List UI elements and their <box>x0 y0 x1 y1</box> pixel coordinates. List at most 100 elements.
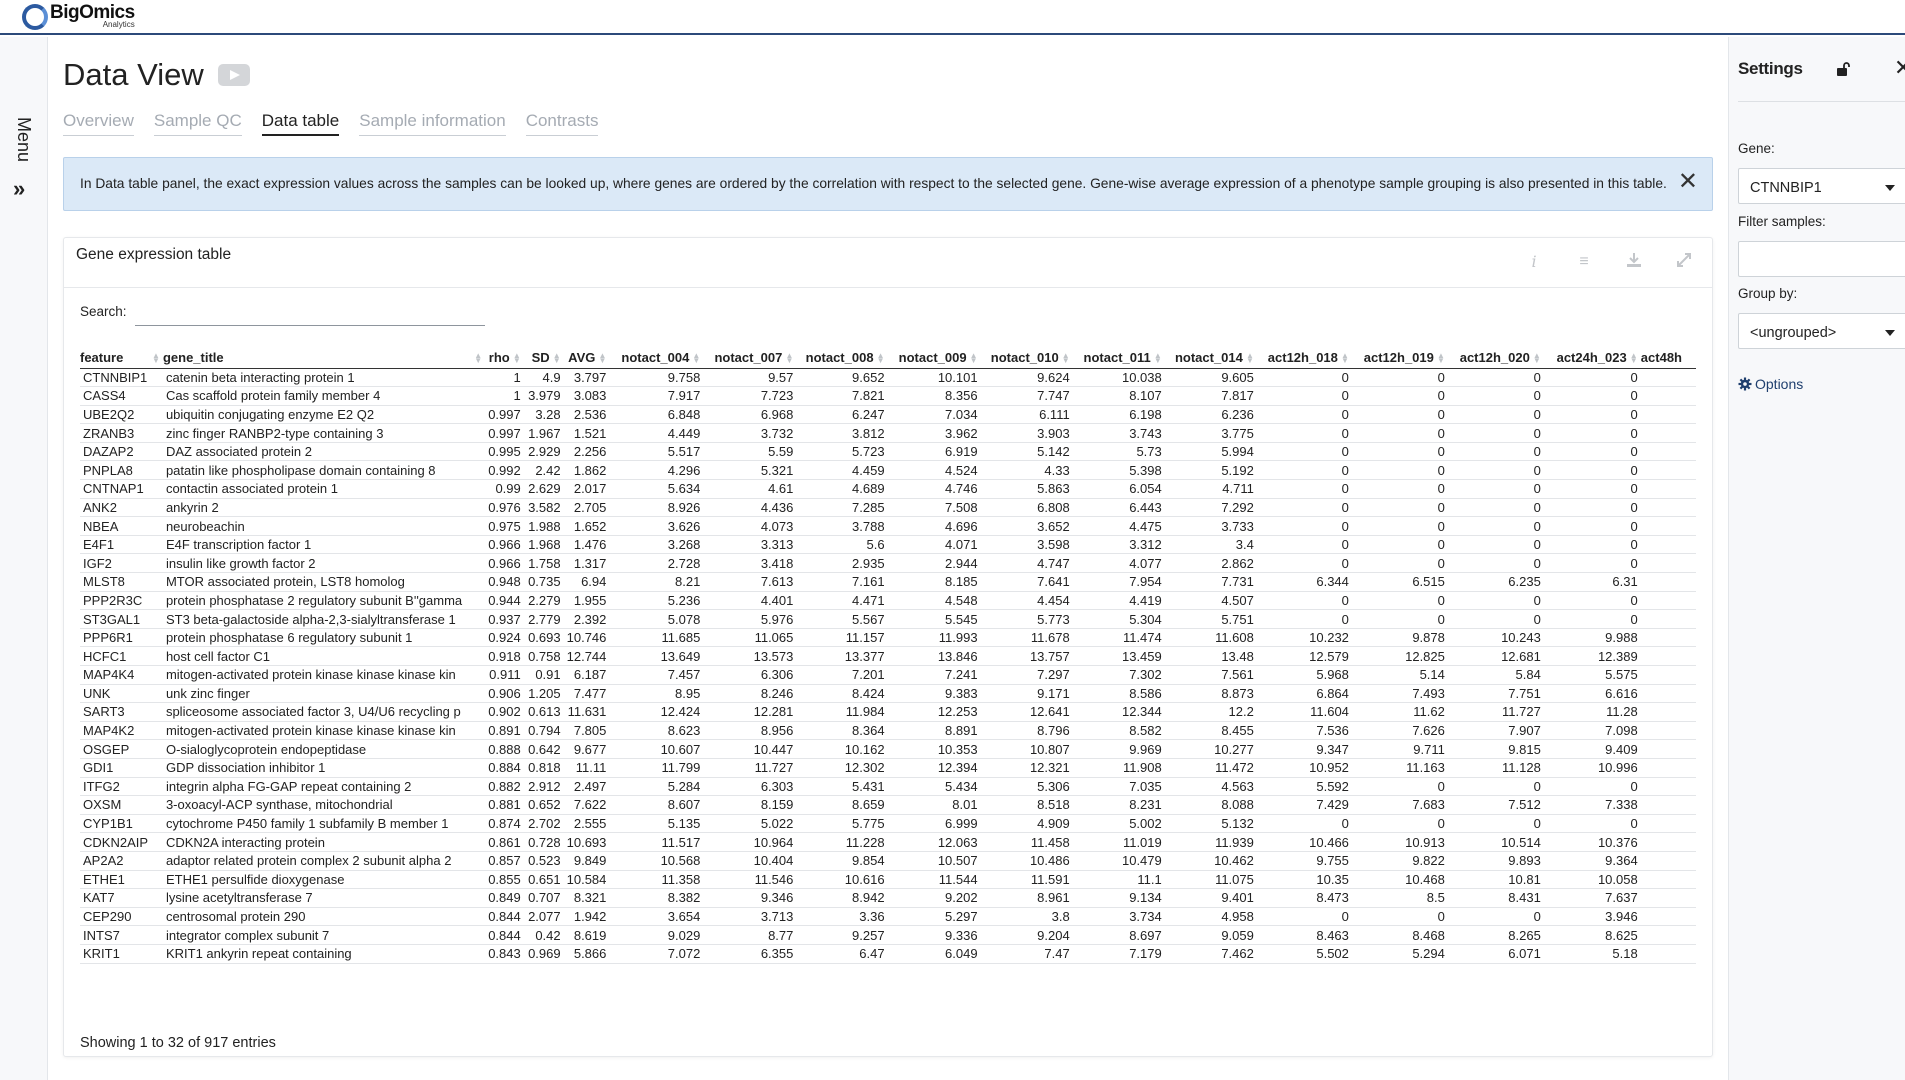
unlock-icon[interactable] <box>1836 62 1850 76</box>
table-cell: 12.744 <box>563 646 610 666</box>
table-row[interactable]: DAZAP2 DAZ associated protein 2 0.995 2.929… <box>80 442 1696 462</box>
close-icon[interactable]: ✕ <box>1677 168 1698 195</box>
table-row[interactable]: CASS4 Cas scaffold protein family member … <box>80 386 1696 406</box>
menu-toggle-label[interactable]: Menu <box>14 117 34 163</box>
column-header-notact-010[interactable]: notact_010 ▲ ▼ <box>980 348 1073 369</box>
table-row[interactable]: CNTNAP1 contactin associated protein 1 0.9… <box>80 479 1696 499</box>
table-row[interactable]: GDI1 GDP dissociation inhibitor 1 0.884 0.8… <box>80 758 1696 778</box>
table-cell: 0 <box>1447 460 1544 481</box>
column-header-label: gene_title <box>162 350 224 366</box>
table-row[interactable]: INTS7 integrator complex subunit 7 0.844 0.… <box>80 925 1696 945</box>
table-cell: 6.247 <box>796 405 888 425</box>
search-input[interactable] <box>134 296 485 326</box>
column-header-gene-title[interactable]: gene_title ▲ ▼ <box>162 348 486 369</box>
table-cell: 0 <box>1351 535 1448 555</box>
table-row[interactable]: CTNNBIP1 catenin beta interacting protein… <box>80 368 1696 388</box>
column-header-label: SD <box>531 350 550 366</box>
column-header-act12h-020[interactable]: act12h_020 ▲ ▼ <box>1447 348 1544 369</box>
table-row[interactable]: IGF2 insulin like growth factor 2 0.966 1.7… <box>80 553 1696 574</box>
table-cell: 5.73 <box>1072 442 1165 462</box>
column-header-act12h-019[interactable]: act12h_019 ▲ ▼ <box>1351 348 1448 369</box>
info-icon[interactable]: i <box>1531 252 1537 271</box>
column-header-act24h-023[interactable]: act24h_023 ▲ ▼ <box>1543 348 1641 369</box>
sort-icon: ▲ ▼ <box>1061 351 1070 365</box>
table-cell: 0 <box>1447 442 1544 462</box>
column-header-feature[interactable]: feature ▲ ▼ <box>80 348 163 369</box>
chevron-double-right-icon[interactable]: » <box>13 176 26 201</box>
column-header-AVG[interactable]: AVG ▲ ▼ <box>563 348 610 369</box>
table-row[interactable]: UNK unk zinc finger 0.906 1.205 7.477 8.95 8.2… <box>80 684 1696 704</box>
table-cell: ST3 beta-galactoside alpha-2,3-sialyltra… <box>162 609 486 629</box>
close-settings-icon[interactable]: ✕ <box>1894 55 1905 80</box>
table-row[interactable]: OSGEP O-sialoglycoprotein endopeptidase 0.… <box>80 739 1696 759</box>
column-header-act48h[interactable]: act48h <box>1640 348 1696 369</box>
table-cell: 0.523 <box>523 851 564 871</box>
column-header-notact-014[interactable]: notact_014 ▲ ▼ <box>1164 348 1257 369</box>
table-cell: 1.967 <box>523 423 564 443</box>
column-header-rho[interactable]: rho ▲ ▼ <box>485 348 524 369</box>
column-header-label: AVG <box>568 350 596 366</box>
table-row[interactable]: UBE2Q2 ubiquitin conjugating enzyme E2 Q2… <box>80 405 1696 425</box>
table-cell: 0 <box>1351 498 1448 518</box>
table-row[interactable]: ANK2 ankyrin 2 0.976 3.582 2.705 8.926 4.436 7.… <box>80 498 1696 518</box>
table-cell <box>1640 721 1696 741</box>
expand-icon[interactable] <box>1674 252 1694 272</box>
group-by-select[interactable]: <ungrouped> <box>1738 313 1905 349</box>
column-header-notact-011[interactable]: notact_011 ▲ ▼ <box>1072 348 1165 369</box>
table-row[interactable]: MAP4K4 mitogen-activated protein kinase k… <box>80 665 1696 685</box>
options-link[interactable]: Options <box>1738 376 1803 392</box>
table-cell: 3.732 <box>703 423 797 443</box>
table-row[interactable]: CDKN2AIP CDKN2A interacting protein 0.861 0… <box>80 832 1696 852</box>
table-cell: 0 <box>1447 368 1544 388</box>
tab-overview[interactable]: Overview <box>63 111 134 136</box>
table-row[interactable]: E4F1 E4F transcription factor 1 0.966 1.968… <box>80 535 1696 555</box>
table-row[interactable]: AP2A2 adaptor related protein complex 2 s… <box>80 851 1696 871</box>
column-header-notact-007[interactable]: notact_007 ▲ ▼ <box>703 348 797 369</box>
table-cell: 0 <box>1447 423 1544 443</box>
tab-data-table[interactable]: Data table <box>261 111 340 136</box>
table-row[interactable]: NBEA neurobeachin 0.975 1.988 1.652 3.626 4.07… <box>80 516 1696 536</box>
brand-logo[interactable]: BigOmics Analytics <box>22 3 135 30</box>
table-cell: UBE2Q2 <box>80 405 163 425</box>
table-row[interactable]: MLST8 MTOR associated protein, LST8 homol… <box>80 572 1696 592</box>
table-cell: 0.976 <box>485 498 524 518</box>
table-row[interactable]: ITFG2 integrin alpha FG-GAP repeat contai… <box>80 777 1696 797</box>
download-icon[interactable] <box>1624 252 1644 272</box>
hamburger-icon[interactable]: ≡ <box>1579 253 1589 270</box>
table-row[interactable]: KAT7 lysine acetyltransferase 7 0.849 0.707… <box>80 888 1696 908</box>
tab-sample-information[interactable]: Sample information <box>359 111 506 136</box>
table-row[interactable]: ETHE1 ETHE1 persulfide dioxygenase 0.855 0.… <box>80 870 1696 890</box>
table-cell: 12.825 <box>1351 646 1448 666</box>
table-row[interactable]: MAP4K2 mitogen-activated protein kinase k… <box>80 721 1696 741</box>
table-row[interactable]: OXSM 3-oxoacyl-ACP synthase, mitochondria… <box>80 795 1696 815</box>
table-row[interactable]: ST3GAL1 ST3 beta-galactoside alpha-2,3-si… <box>80 609 1696 629</box>
column-header-notact-008[interactable]: notact_008 ▲ ▼ <box>796 348 888 369</box>
table-row[interactable]: CYP1B1 cytochrome P450 family 1 subfamily… <box>80 814 1696 834</box>
tab-sample-qc[interactable]: Sample QC <box>153 111 242 136</box>
table-cell: ETHE1 <box>80 870 163 890</box>
video-play-icon[interactable] <box>218 64 250 86</box>
table-row[interactable]: PNPLA8 patatin like phospholipase domain … <box>80 460 1696 481</box>
column-header-notact-004[interactable]: notact_004 ▲ ▼ <box>609 348 704 369</box>
table-row[interactable]: PPP2R3C protein phosphatase 2 regulatory … <box>80 591 1696 611</box>
table-cell: 9.257 <box>796 925 888 945</box>
tab-contrasts[interactable]: Contrasts <box>525 111 599 136</box>
table-row[interactable]: SART3 spliceosome associated factor 3, U4… <box>80 702 1696 722</box>
table-row[interactable]: KRIT1 KRIT1 ankyrin repeat containing 0.84… <box>80 944 1696 964</box>
table-row[interactable]: HCFC1 host cell factor C1 0.918 0.758 12.744… <box>80 646 1696 666</box>
table-cell: 3.28 <box>523 405 564 425</box>
table-row[interactable]: ZRANB3 zinc finger RANBP2-type containing… <box>80 423 1696 443</box>
table-row[interactable]: PPP6R1 protein phosphatase 6 regulatory s… <box>80 628 1696 648</box>
table-cell: 11.458 <box>980 832 1073 852</box>
column-header-act12h-018[interactable]: act12h_018 ▲ ▼ <box>1256 348 1352 369</box>
table-cell: 11.908 <box>1072 758 1165 778</box>
table-cell: 2.929 <box>523 442 564 462</box>
gene-select[interactable]: CTNNBIP1 <box>1738 168 1905 204</box>
table-row[interactable]: CEP290 centrosomal protein 290 0.844 2.077 1… <box>80 907 1696 927</box>
column-header-notact-009[interactable]: notact_009 ▲ ▼ <box>887 348 981 369</box>
table-cell: 7.641 <box>980 572 1073 592</box>
column-header-SD[interactable]: SD ▲ ▼ <box>523 348 564 369</box>
filter-samples-input[interactable] <box>1738 241 1905 277</box>
table-container[interactable]: feature ▲ ▼ gene_title ▲ ▼ rho ▲ ▼ SD ▲ ▼ AVG ▲ ▼… <box>80 348 1696 1014</box>
table-cell: 2.536 <box>563 405 610 425</box>
